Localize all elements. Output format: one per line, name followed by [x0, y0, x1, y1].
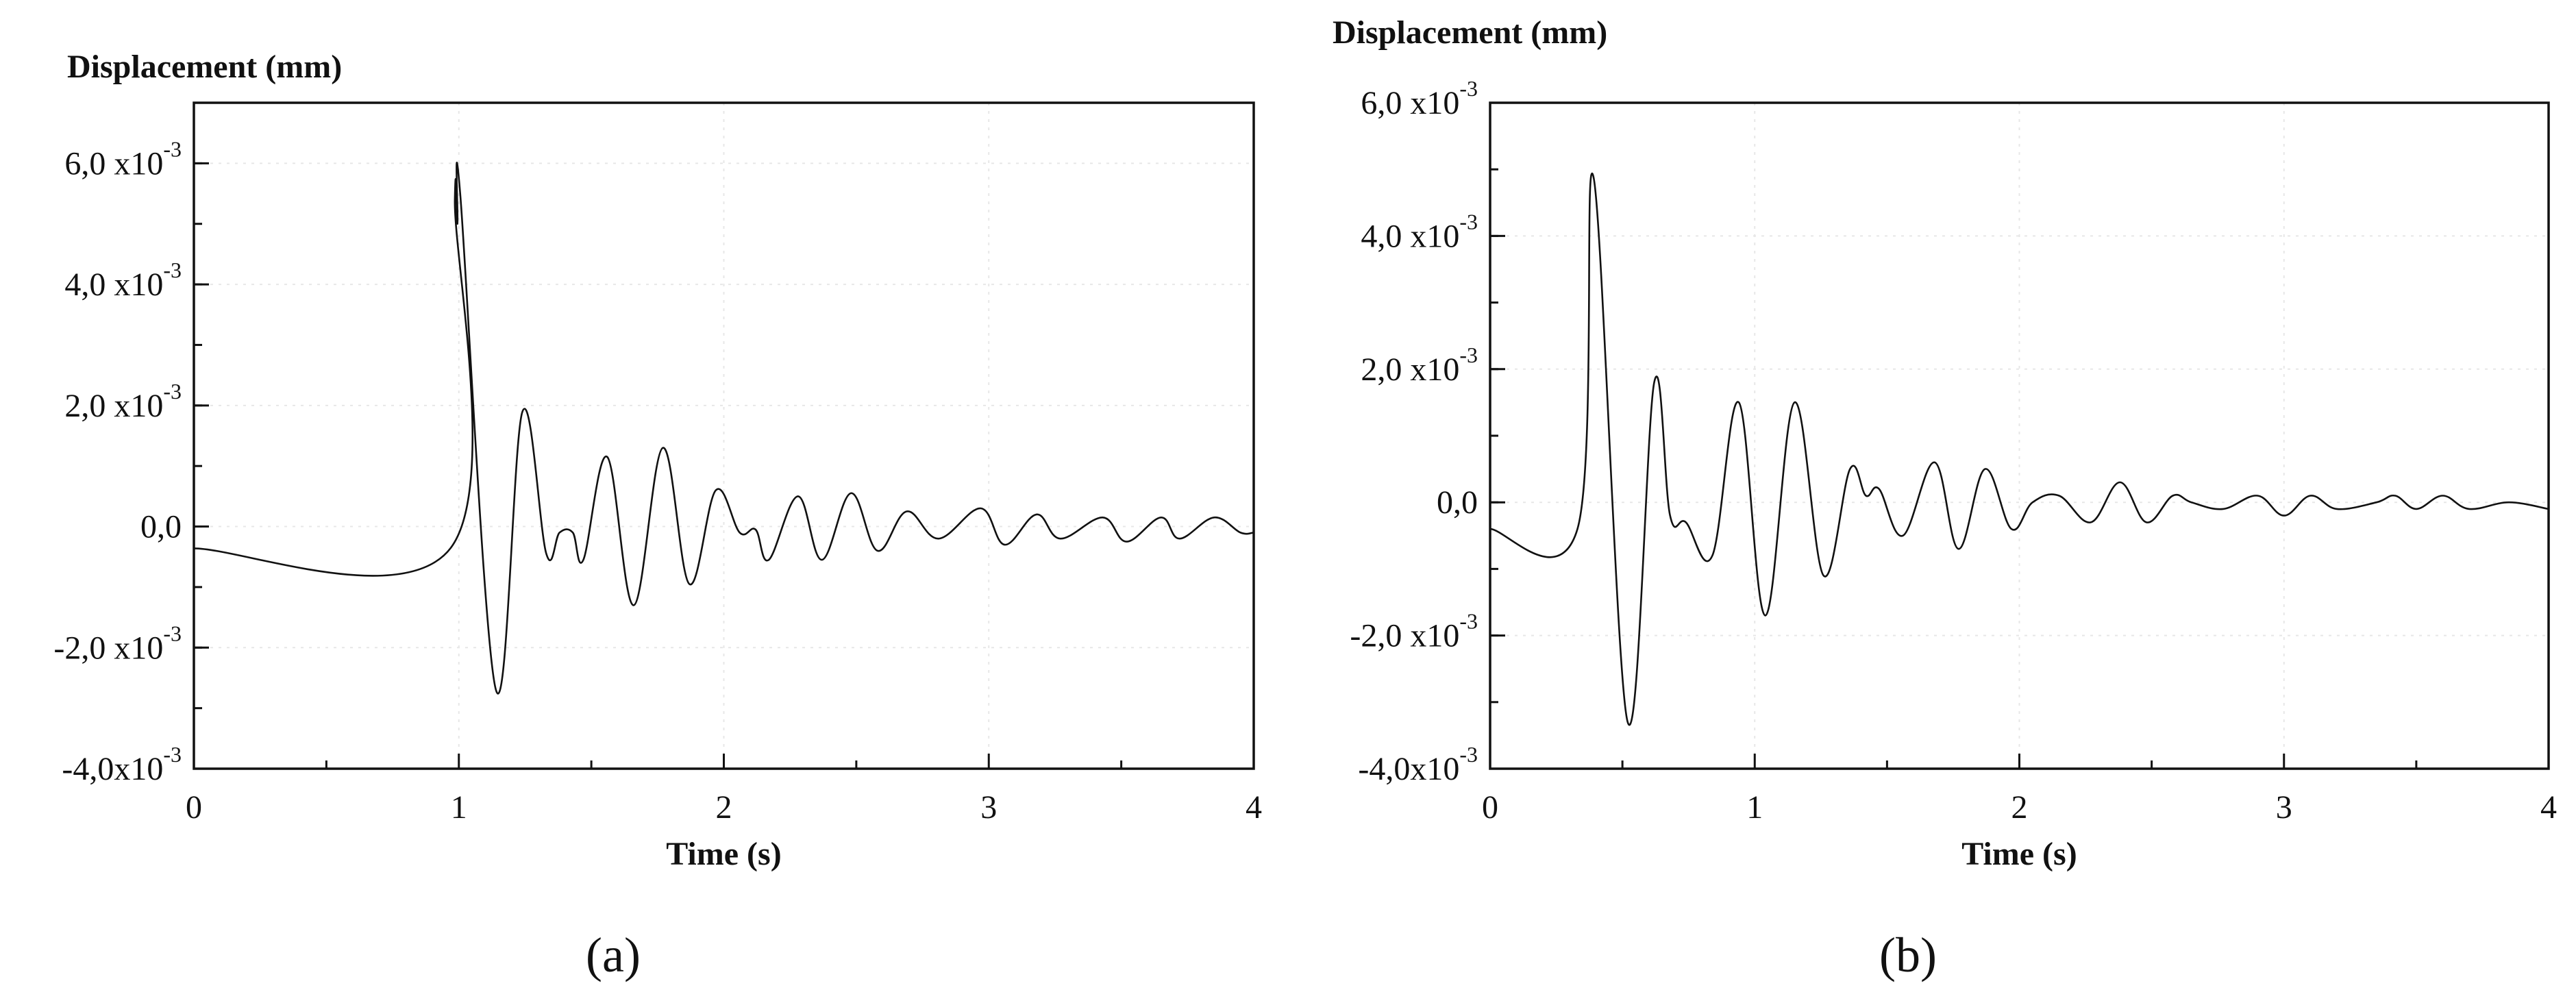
y-tick-label-b-2: 2,0 x10-3 [1361, 343, 1478, 388]
x-tick-label-a-1: 1 [451, 789, 467, 826]
grid-b [1490, 103, 2549, 769]
y-tick-label-b-1: 4,0 x10-3 [1361, 209, 1478, 254]
x-tick-label-a-3: 3 [980, 789, 997, 826]
x-tick-label-b-3: 3 [2276, 789, 2292, 826]
grid-a [194, 103, 1254, 769]
x-tick-label-b-0: 0 [1482, 789, 1498, 826]
y-tick-label-b-0: 6,0 x10-3 [1361, 76, 1478, 121]
x-axis-title-b: Time (s) [1961, 836, 2077, 872]
x-tick-label-a-4: 4 [1246, 789, 1262, 826]
x-tick-label-b-2: 2 [2011, 789, 2028, 826]
x-tick-label-a-2: 2 [716, 789, 732, 826]
x-tick-label-a-0: 0 [186, 789, 202, 826]
y-axis-title-a: Displacement (mm) [67, 49, 342, 85]
y-tick-label-a-2: 2,0 x10-3 [64, 379, 182, 424]
chart-panel-a: Displacement (mm) Time (s) (a) 0 1 2 3 4 6,0 … [53, 49, 1262, 982]
y-tick-label-a-4: -2,0 x10-3 [53, 621, 182, 666]
displacement-series-a-0 [193, 162, 1254, 695]
chart-panel-b: Displacement (mm) Time (s) (b) 0 1 2 3 4 6,0 … [1333, 14, 2557, 982]
y-axis-title-b: Displacement (mm) [1333, 14, 1607, 51]
y-tick-label-b-4: -2,0 x10-3 [1350, 609, 1478, 654]
y-tick-label-b-3: 0,0 [1437, 484, 1478, 521]
panel-label-b: (b) [1879, 928, 1937, 982]
y-tick-label-a-5: -4,0x10-3 [62, 742, 182, 787]
y-tick-label-a-0: 6,0 x10-3 [64, 136, 182, 182]
y-tick-label-a-3: 0,0 [140, 509, 182, 545]
x-tick-label-b-4: 4 [2540, 789, 2557, 826]
x-tick-label-b-1: 1 [1746, 789, 1763, 826]
panel-label-a: (a) [586, 928, 641, 982]
y-tick-label-a-1: 4,0 x10-3 [64, 258, 182, 303]
x-axis-title-a: Time (s) [666, 836, 781, 872]
displacement-series-b-0 [1489, 172, 2549, 726]
y-tick-label-b-5: -4,0x10-3 [1358, 742, 1478, 787]
